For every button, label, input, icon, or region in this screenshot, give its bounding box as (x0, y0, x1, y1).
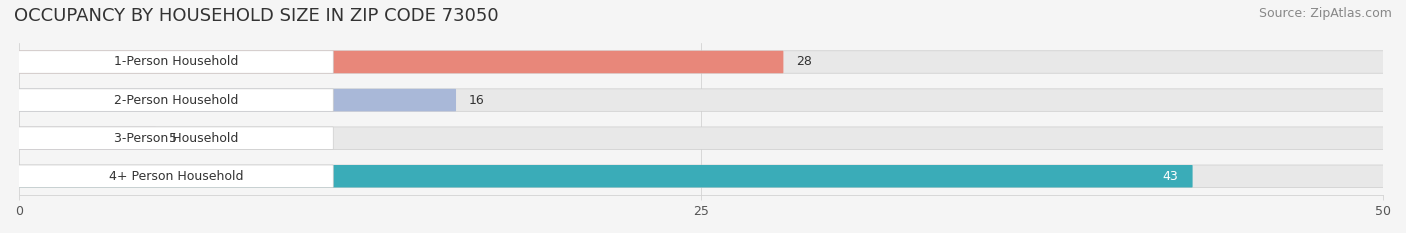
Text: 4+ Person Household: 4+ Person Household (108, 170, 243, 183)
Text: 28: 28 (796, 55, 813, 69)
Text: 2-Person Household: 2-Person Household (114, 94, 238, 106)
Text: 43: 43 (1163, 170, 1178, 183)
FancyBboxPatch shape (18, 165, 1384, 188)
FancyBboxPatch shape (18, 127, 156, 149)
FancyBboxPatch shape (18, 51, 1384, 73)
Text: 5: 5 (169, 132, 177, 145)
FancyBboxPatch shape (18, 165, 1192, 188)
Text: 3-Person Household: 3-Person Household (114, 132, 238, 145)
Text: 1-Person Household: 1-Person Household (114, 55, 238, 69)
Text: Source: ZipAtlas.com: Source: ZipAtlas.com (1258, 7, 1392, 20)
FancyBboxPatch shape (18, 89, 456, 111)
FancyBboxPatch shape (18, 165, 333, 188)
FancyBboxPatch shape (18, 51, 783, 73)
FancyBboxPatch shape (18, 51, 333, 73)
Text: OCCUPANCY BY HOUSEHOLD SIZE IN ZIP CODE 73050: OCCUPANCY BY HOUSEHOLD SIZE IN ZIP CODE … (14, 7, 499, 25)
FancyBboxPatch shape (18, 89, 333, 111)
FancyBboxPatch shape (18, 127, 1384, 149)
FancyBboxPatch shape (18, 89, 1384, 111)
FancyBboxPatch shape (18, 127, 333, 149)
Text: 16: 16 (470, 94, 485, 106)
